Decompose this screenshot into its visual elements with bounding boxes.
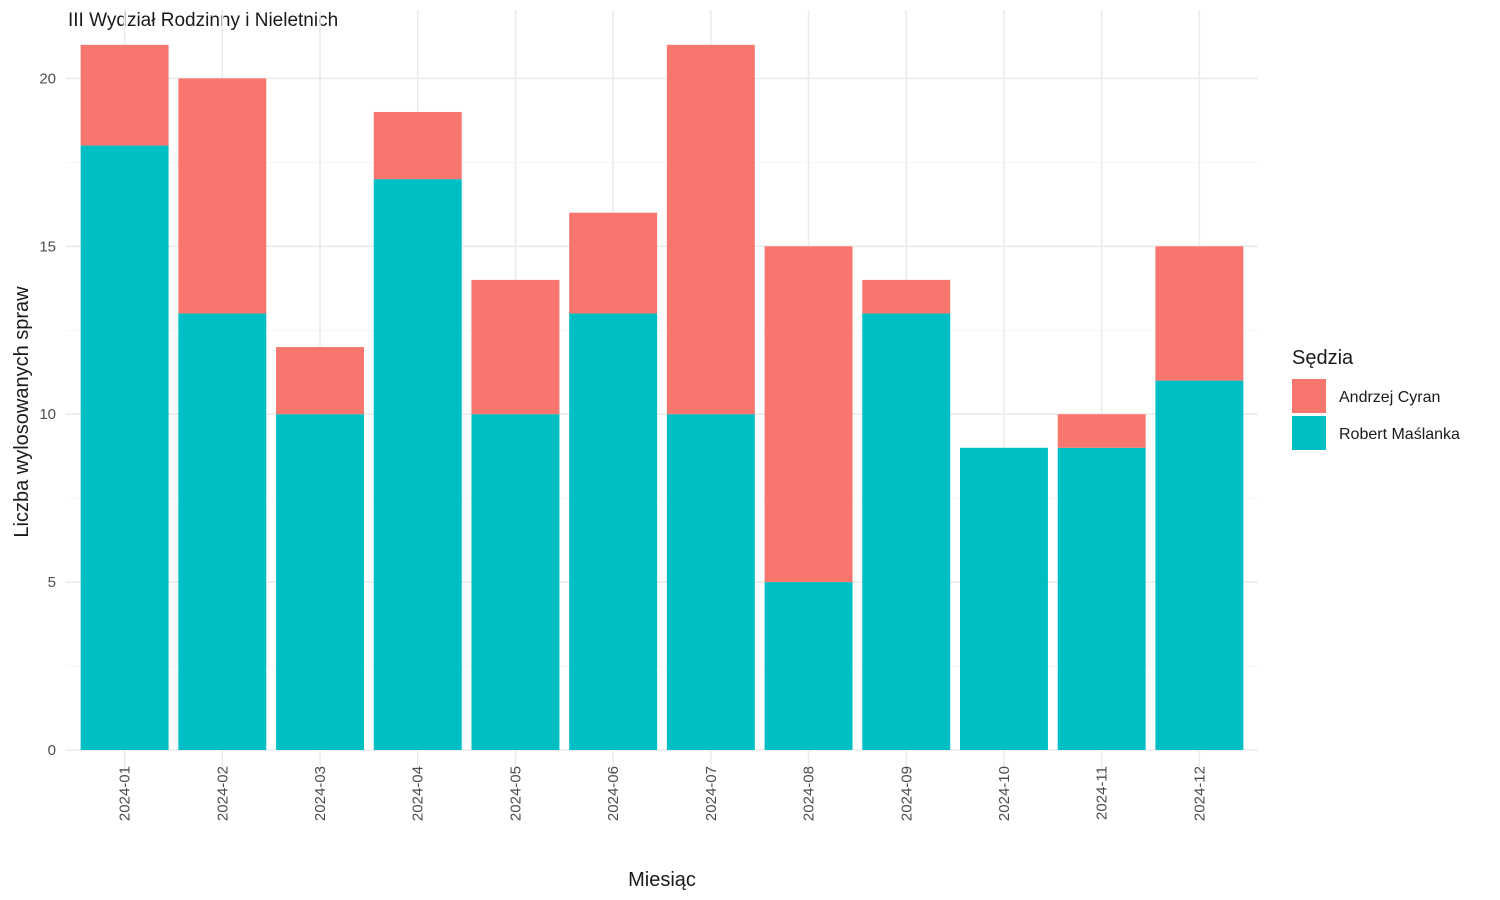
y-tick-label: 0 [48,742,56,759]
bar-andrzej-cyran-2024-06 [569,212,658,314]
x-axis-ticks: 2024-01 2024-02 2024-03 2024-04 2024-05 2024-… [117,766,1209,821]
legend-title: Sędzia [1292,347,1354,369]
y-tick-label: 10 [39,406,56,423]
x-tick-label: 2024-09 [898,766,915,821]
legend-swatch [1292,416,1326,450]
y-tick-label: 20 [39,70,56,87]
legend: Sędzia Andrzej Cyran Robert Maślanka [1292,347,1460,450]
y-axis-ticks: 0 5 10 15 20 [39,70,56,759]
bar-andrzej-cyran-2024-09 [862,279,951,314]
x-tick-label: 2024-08 [801,766,818,821]
bar-robert-maślanka-2024-06 [569,313,658,750]
y-tick-label: 15 [39,238,56,255]
x-tick-label: 2024-02 [214,766,231,821]
bar-robert-maślanka-2024-11 [1057,447,1146,750]
bar-andrzej-cyran-2024-02 [178,78,267,314]
bar-robert-maślanka-2024-04 [373,179,462,750]
chart-title: III Wydział Rodzinny i Nieletnich [68,10,338,31]
bars [80,44,1244,750]
legend-label: Andrzej Cyran [1339,389,1440,406]
x-tick-label: 2024-03 [312,766,329,821]
bar-andrzej-cyran-2024-11 [1057,414,1146,448]
bar-andrzej-cyran-2024-04 [373,111,462,180]
x-tick-label: 2024-04 [410,766,427,821]
bar-robert-maślanka-2024-03 [276,414,364,750]
bar-robert-maślanka-2024-12 [1155,380,1244,750]
x-tick-label: 2024-12 [1191,766,1208,821]
x-tick-label: 2024-06 [605,766,622,821]
bar-andrzej-cyran-2024-03 [276,347,364,415]
y-tick-label: 5 [48,574,56,591]
x-tick-label: 2024-07 [703,766,720,821]
bar-robert-maślanka-2024-01 [80,145,169,750]
bar-robert-maślanka-2024-10 [960,447,1048,750]
x-tick-label: 2024-11 [1094,766,1111,820]
legend-swatch [1292,379,1326,413]
legend-label: Robert Maślanka [1339,426,1460,443]
x-tick-label: 2024-10 [996,766,1013,821]
x-tick-label: 2024-01 [117,766,134,821]
bar-robert-maślanka-2024-07 [666,414,755,750]
bar-andrzej-cyran-2024-07 [666,44,755,415]
y-axis-title: Liczba wylosowanych spraw [11,286,33,538]
bar-robert-maślanka-2024-08 [764,582,853,750]
x-tick-label: 2024-05 [507,766,524,821]
bar-robert-maślanka-2024-02 [178,313,267,750]
x-axis-title: Miesiąc [628,869,696,891]
bar-andrzej-cyran-2024-05 [471,279,560,415]
bar-andrzej-cyran-2024-01 [80,44,169,146]
bar-robert-maślanka-2024-05 [471,414,560,750]
bar-andrzej-cyran-2024-08 [764,246,853,583]
bar-robert-maślanka-2024-09 [862,313,951,750]
bar-andrzej-cyran-2024-12 [1155,246,1244,381]
